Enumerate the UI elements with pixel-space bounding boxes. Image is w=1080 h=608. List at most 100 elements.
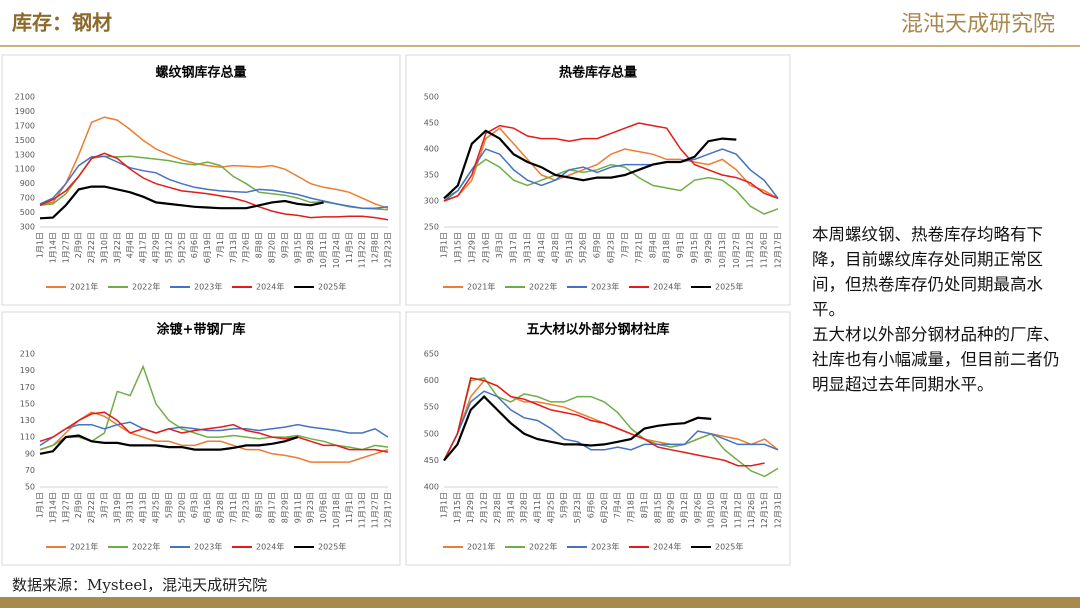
y-tick-label: 300 [424,197,439,206]
y-tick-label: 350 [424,171,439,180]
x-tick-label: 8月29日 [280,492,289,523]
x-tick-label: 2月28日 [493,492,502,523]
x-tick-label: 9月15日 [690,232,699,263]
x-tick-label: 5月26日 [579,232,588,263]
logo: 混沌天成研究院 [901,12,1055,37]
x-tick-label: 1月14日 [48,492,57,523]
x-tick-label: 2月12日 [480,492,489,523]
x-tick-label: 7月21日 [634,232,643,263]
x-tick-label: 3月17日 [509,232,518,263]
x-tick-label: 1月1日 [440,492,449,518]
x-tick-label: 10月6日 [319,492,328,523]
x-tick-label: 7月4日 [613,492,622,518]
x-tick-label: 10月24日 [332,232,341,268]
x-tick-label: 3月19日 [113,492,122,523]
x-tick-label: 4月4日 [126,232,135,258]
y-tick-label: 250 [424,223,439,232]
chart-panel [405,311,791,566]
y-tick-label: 500 [424,429,439,438]
legend-label: 2025年 [715,282,743,292]
x-tick-label: 5月23日 [573,492,582,523]
x-tick-label: 6月6日 [190,232,199,258]
x-tick-label: 6月6日 [586,492,595,518]
x-tick-label: 10月27日 [732,232,741,268]
legend-label: 2024年 [256,542,284,552]
x-tick-label: 4月29日 [152,232,161,263]
y-tick-label: 900 [20,179,35,188]
x-tick-label: 1月29日 [466,492,475,523]
series-line [443,377,765,467]
x-tick-label: 9月1日 [676,232,685,258]
legend-label: 2024年 [256,282,284,292]
chart-title: 涂镀+带钢厂库 [157,322,246,338]
series-line [39,185,324,220]
x-tick-label: 3月31日 [126,492,135,523]
y-tick-label: 600 [424,376,439,385]
commentary: 本周螺纹钢、热卷库存均略有下降，目前螺纹库存处同期正常区间，但热卷库存仍处同期最… [812,222,1060,397]
x-tick-label: 7月11日 [229,492,238,523]
x-tick-label: 11月1日 [345,492,354,523]
x-tick-label: 7月7日 [620,232,629,258]
y-tick-label: 1100 [15,165,35,174]
series-line [39,116,389,209]
x-tick-label: 3月3日 [495,232,504,258]
y-tick-label: 1700 [15,121,35,130]
x-tick-label: 1月14日 [48,232,57,263]
x-tick-label: 10月24日 [720,492,729,528]
series-line [39,364,389,451]
y-tick-label: 500 [20,208,35,217]
legend-label: 2022年 [132,282,160,292]
x-tick-label: 8月8日 [255,232,264,258]
x-tick-label: 10月18日 [332,492,341,528]
y-tick-label: 300 [20,223,35,232]
x-tick-label: 5月8日 [164,492,173,518]
x-tick-label: 9月28日 [306,232,315,263]
x-tick-label: 12月23日 [384,232,393,268]
x-tick-label: 5月25日 [177,232,186,263]
x-tick-label: 2月16日 [481,232,490,263]
x-tick-label: 12月31日 [774,492,783,528]
y-tick-label: 1500 [15,136,35,145]
x-tick-label: 5月20日 [177,492,186,523]
y-tick-label: 170 [20,383,35,392]
x-tick-label: 9月26日 [693,492,702,523]
legend-label: 2021年 [70,282,98,292]
x-tick-label: 6月19日 [203,232,212,263]
source: 数据来源：Mysteel，混沌天成研究院 [12,576,267,594]
series-line [443,395,712,462]
x-tick-label: 4月25日 [152,492,161,523]
chart-title: 螺纹钢库存总量 [155,65,246,81]
legend-label: 2025年 [318,542,346,552]
y-tick-label: 2100 [15,93,35,102]
y-tick-label: 110 [20,433,35,442]
x-tick-label: 1月1日 [36,232,45,258]
series-line [39,152,389,221]
y-tick-label: 650 [424,350,439,359]
x-tick-label: 6月16日 [203,492,212,523]
x-tick-label: 8月18日 [662,232,671,263]
x-tick-label: 6月20日 [600,492,609,523]
legend-label: 2022年 [529,282,557,292]
x-tick-label: 1月29日 [467,232,476,263]
x-tick-label: 6月9日 [593,232,602,258]
x-tick-label: 8月4日 [648,232,657,258]
series-line [443,377,779,478]
series-line [443,127,779,202]
legend-label: 2023年 [591,282,619,292]
series-line [443,158,779,215]
x-tick-label: 11月26日 [747,492,756,528]
y-tick-label: 210 [20,350,35,359]
y-tick-label: 450 [424,119,439,128]
legend-label: 2021年 [467,542,495,552]
x-tick-label: 2月9日 [74,232,83,258]
x-tick-label: 12月17日 [384,492,393,528]
legend-label: 2025年 [318,282,346,292]
y-tick-label: 400 [424,145,439,154]
x-tick-label: 11月12日 [733,492,742,528]
x-tick-label: 11月5日 [345,232,354,263]
x-tick-label: 9月15日 [293,232,302,263]
y-tick-label: 130 [20,416,35,425]
x-tick-label: 4月13日 [139,492,148,523]
y-tick-label: 400 [424,483,439,492]
